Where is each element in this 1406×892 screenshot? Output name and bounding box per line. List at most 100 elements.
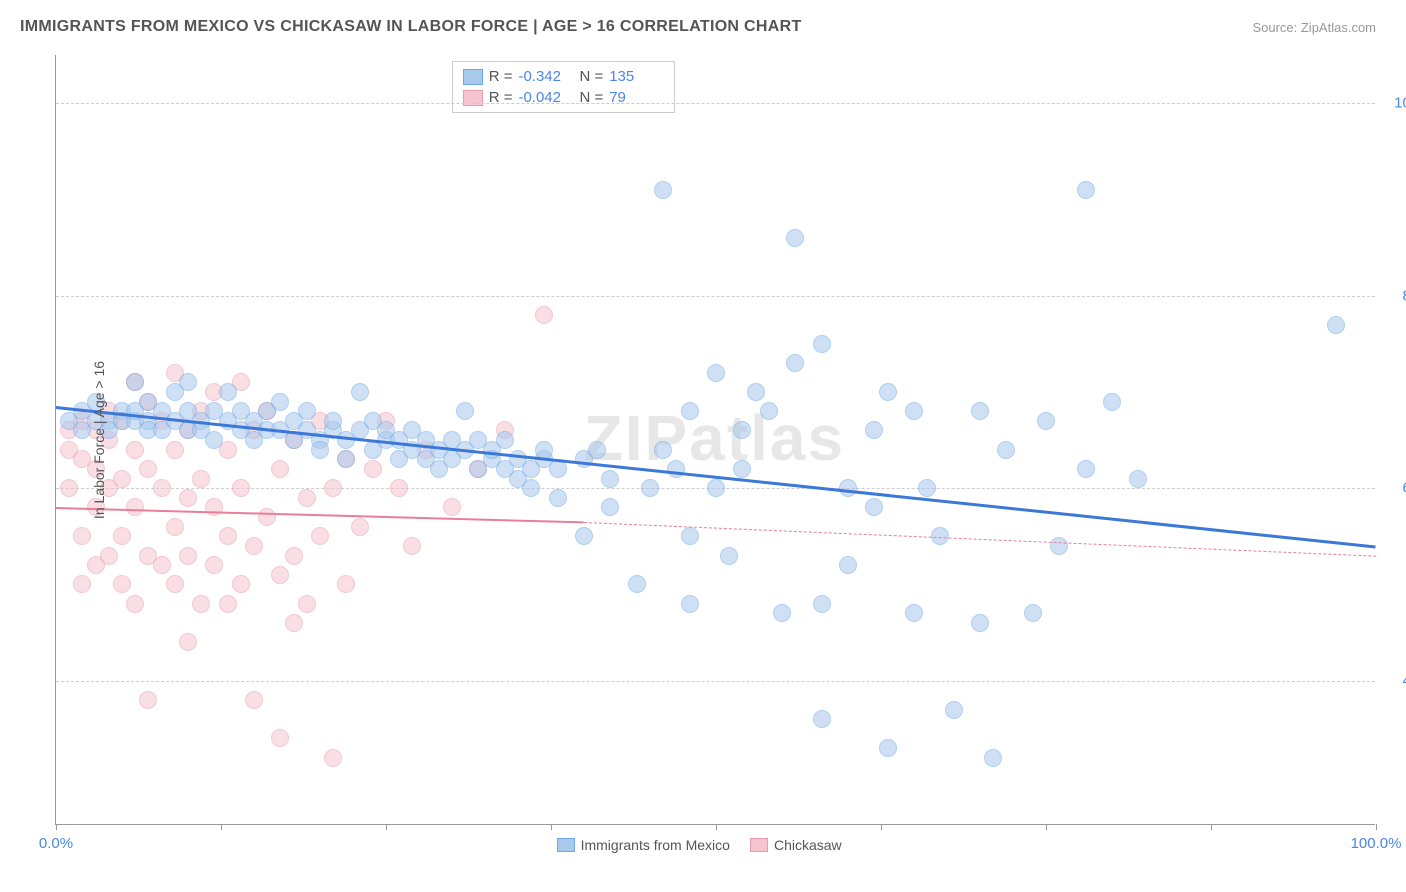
xtick-mark — [716, 824, 717, 830]
data-point — [813, 595, 831, 613]
stats-row-pink: R = -0.042 N = 79 — [463, 87, 665, 108]
data-point — [179, 633, 197, 651]
data-point — [100, 547, 118, 565]
data-point — [179, 547, 197, 565]
data-point — [271, 729, 289, 747]
data-point — [258, 508, 276, 526]
data-point — [601, 470, 619, 488]
data-point — [73, 575, 91, 593]
data-point — [298, 402, 316, 420]
data-point — [575, 527, 593, 545]
data-point — [271, 460, 289, 478]
data-point — [324, 749, 342, 767]
data-point — [324, 412, 342, 430]
data-point — [879, 383, 897, 401]
data-point — [60, 479, 78, 497]
data-point — [153, 479, 171, 497]
data-point — [337, 575, 355, 593]
plot-region: ZIPatlas R = -0.342 N = 135 R = -0.042 N… — [55, 55, 1375, 825]
data-point — [628, 575, 646, 593]
data-point — [311, 441, 329, 459]
data-point — [219, 383, 237, 401]
data-point — [179, 373, 197, 391]
data-point — [351, 383, 369, 401]
data-point — [997, 441, 1015, 459]
data-point — [245, 691, 263, 709]
data-point — [311, 527, 329, 545]
r-value-blue: -0.342 — [518, 68, 573, 85]
legend: Immigrants from Mexico Chickasaw — [557, 837, 842, 853]
data-point — [681, 595, 699, 613]
data-point — [654, 441, 672, 459]
data-point — [786, 354, 804, 372]
data-point — [219, 595, 237, 613]
data-point — [601, 498, 619, 516]
data-point — [192, 595, 210, 613]
data-point — [1024, 604, 1042, 622]
xtick-label: 0.0% — [39, 835, 73, 852]
trendline — [584, 522, 1376, 557]
data-point — [126, 373, 144, 391]
data-point — [813, 710, 831, 728]
data-point — [839, 556, 857, 574]
data-point — [1050, 537, 1068, 555]
data-point — [865, 421, 883, 439]
data-point — [351, 518, 369, 536]
data-point — [905, 604, 923, 622]
data-point — [139, 691, 157, 709]
data-point — [865, 498, 883, 516]
data-point — [232, 479, 250, 497]
ytick-label: 60.0% — [1385, 480, 1406, 497]
gridline — [56, 296, 1375, 297]
watermark: ZIPatlas — [584, 401, 845, 475]
xtick-mark — [1211, 824, 1212, 830]
n-label: N = — [579, 68, 603, 85]
data-point — [760, 402, 778, 420]
data-point — [443, 498, 461, 516]
data-point — [126, 441, 144, 459]
chart-title: IMMIGRANTS FROM MEXICO VS CHICKASAW IN L… — [20, 18, 802, 36]
data-point — [364, 460, 382, 478]
data-point — [720, 547, 738, 565]
data-point — [139, 460, 157, 478]
data-point — [298, 489, 316, 507]
legend-item-blue: Immigrants from Mexico — [557, 837, 730, 853]
data-point — [535, 441, 553, 459]
data-point — [1327, 316, 1345, 334]
data-point — [113, 470, 131, 488]
data-point — [971, 614, 989, 632]
data-point — [905, 402, 923, 420]
data-point — [166, 518, 184, 536]
data-point — [522, 479, 540, 497]
r-label: R = — [489, 68, 513, 85]
data-point — [707, 479, 725, 497]
data-point — [707, 364, 725, 382]
legend-item-pink: Chickasaw — [750, 837, 842, 853]
data-point — [1077, 460, 1095, 478]
data-point — [456, 402, 474, 420]
source-label: Source: ZipAtlas.com — [1252, 20, 1376, 35]
data-point — [549, 489, 567, 507]
ytick-label: 100.0% — [1385, 95, 1406, 112]
xtick-mark — [56, 824, 57, 830]
data-point — [984, 749, 1002, 767]
data-point — [271, 393, 289, 411]
data-point — [337, 450, 355, 468]
data-point — [219, 527, 237, 545]
ytick-label: 80.0% — [1385, 287, 1406, 304]
data-point — [298, 595, 316, 613]
data-point — [205, 431, 223, 449]
data-point — [285, 614, 303, 632]
data-point — [285, 547, 303, 565]
data-point — [113, 527, 131, 545]
legend-swatch-pink — [750, 838, 768, 852]
data-point — [1077, 181, 1095, 199]
data-point — [879, 739, 897, 757]
data-point — [588, 441, 606, 459]
data-point — [1103, 393, 1121, 411]
xtick-mark — [386, 824, 387, 830]
n-value-blue: 135 — [609, 68, 664, 85]
data-point — [403, 537, 421, 555]
data-point — [245, 537, 263, 555]
stats-row-blue: R = -0.342 N = 135 — [463, 66, 665, 87]
